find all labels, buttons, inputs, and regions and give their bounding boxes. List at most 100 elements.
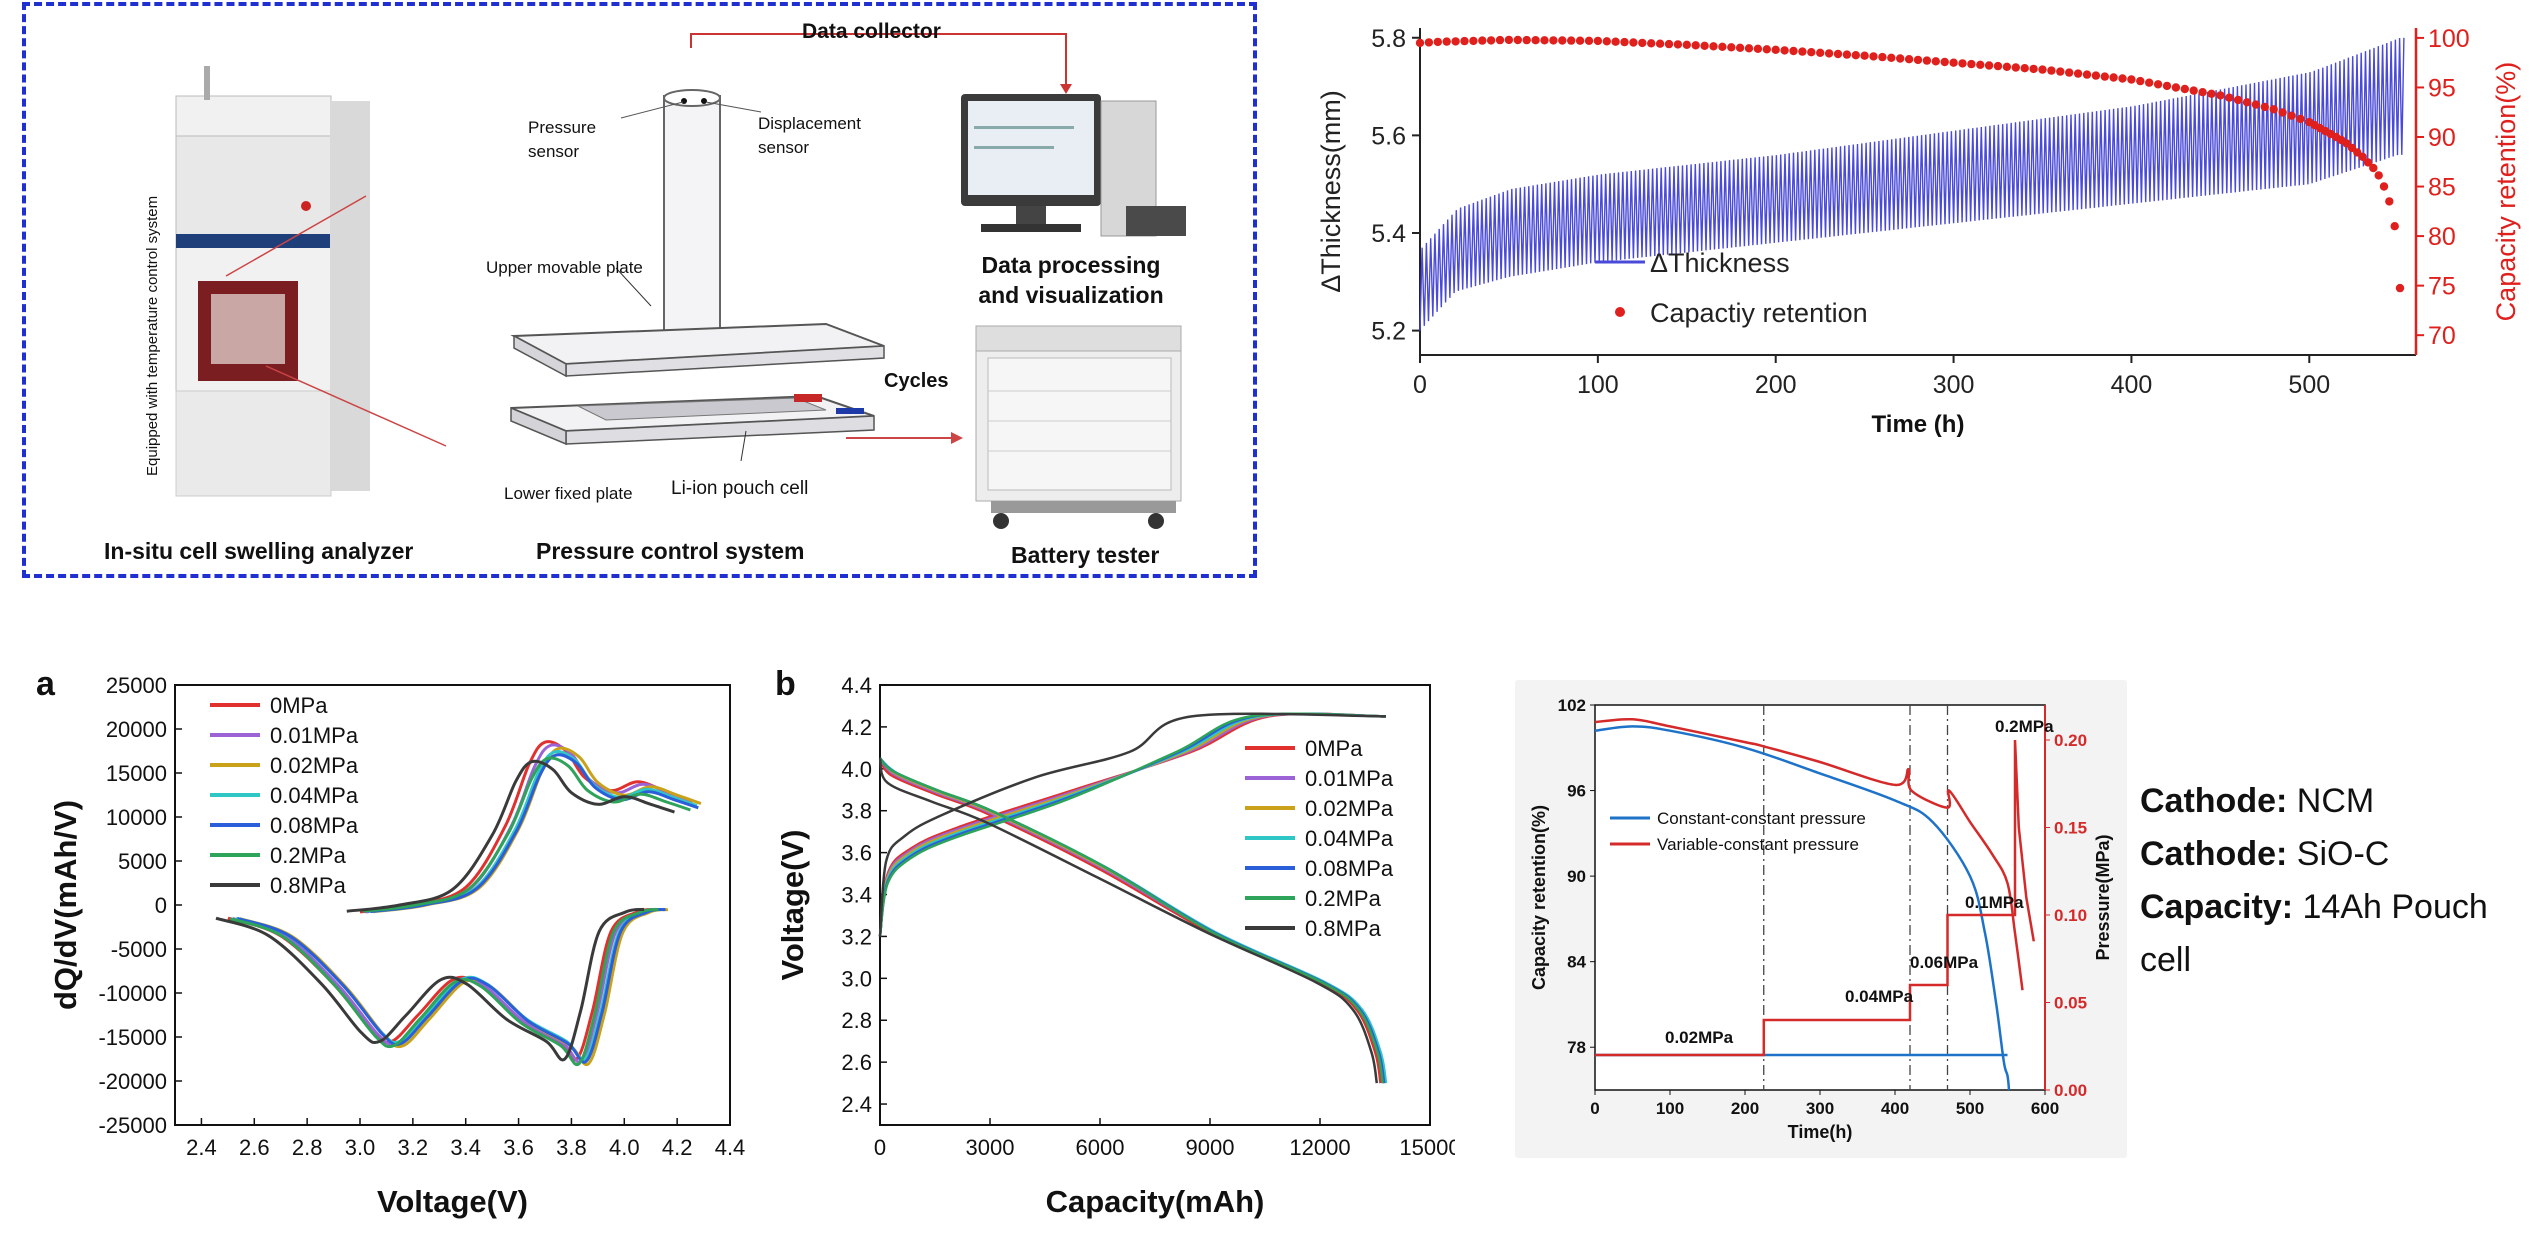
analyzer-caption: In-situ cell swelling analyzer bbox=[104, 538, 414, 564]
x-tick-label: 15000 bbox=[1399, 1135, 1455, 1160]
retention-point bbox=[1691, 41, 1700, 50]
y-tick-label: 2.6 bbox=[841, 1050, 872, 1075]
retention-point bbox=[2091, 71, 2101, 80]
retention-point bbox=[2127, 75, 2136, 84]
dqdv-chart: a 2.4 2.6 2.8 3.0 3.2 3.4 3.6 3.8 4.0 4.2 4.4 25000 2… bbox=[36, 665, 746, 1219]
cell-specification-notes: Cathode: NCM Cathode: SiO-C Capacity: 14… bbox=[2140, 775, 2525, 987]
retention-point bbox=[1567, 36, 1576, 45]
x-tick-label: 4.0 bbox=[609, 1135, 640, 1160]
retention-point bbox=[2242, 98, 2252, 107]
legend-label-0.08MPa: 0.08MPa bbox=[1305, 856, 1394, 881]
y-tick-label: 20000 bbox=[106, 717, 167, 742]
temperature-control-label: Equipped with temperature control system bbox=[144, 195, 161, 476]
retention-point bbox=[1442, 37, 1451, 46]
y-tick-label: 4.0 bbox=[841, 757, 872, 782]
retention-point bbox=[2029, 64, 2038, 74]
capacity-line: Capacity: 14Ah Pouch cell bbox=[2140, 881, 2525, 987]
data-collector-line bbox=[690, 33, 1067, 86]
retention-point bbox=[1771, 45, 1780, 54]
retention-point bbox=[2216, 91, 2225, 100]
y2-tick-label: 0.15 bbox=[2054, 819, 2087, 838]
lower-plate-label: Lower fixed plate bbox=[504, 484, 633, 503]
retention-point bbox=[1993, 61, 2003, 71]
retention-point bbox=[1816, 48, 1825, 57]
retention-point bbox=[2100, 72, 2109, 81]
retention-point bbox=[2056, 67, 2065, 76]
thickness-series-line bbox=[1419, 37, 2405, 331]
retention-point bbox=[1673, 40, 1683, 49]
retention-point bbox=[1611, 37, 1620, 46]
discharge-curve-0.08MPa bbox=[236, 908, 666, 1064]
legend-retention-swatch bbox=[1615, 307, 1625, 317]
thickness-retention-chart: 0 100 200 300 400 500 5.2 5.4 5.6 5.8 70 75 80 85 90 95… bbox=[1316, 25, 2521, 438]
x-tick-label: 400 bbox=[2111, 371, 2153, 399]
retention-point bbox=[1958, 59, 1967, 68]
retention-point bbox=[2358, 152, 2367, 161]
retention-point bbox=[1851, 51, 1860, 60]
retention-point bbox=[2171, 83, 2181, 92]
retention-point bbox=[1940, 57, 1949, 67]
y-tick-label: 3.2 bbox=[841, 924, 872, 949]
x-axis-title: Time(h) bbox=[1788, 1122, 1853, 1142]
y2-axis-title: Pressure(MPa) bbox=[2093, 834, 2113, 960]
retention-point bbox=[1682, 40, 1691, 49]
retention-point bbox=[2109, 73, 2118, 82]
y-tick-label: -25000 bbox=[98, 1113, 167, 1138]
retention-point bbox=[1602, 37, 1611, 46]
pressure-system-illustration bbox=[510, 89, 963, 462]
retention-point bbox=[2073, 69, 2083, 78]
y-tick-label: 3.4 bbox=[841, 883, 872, 908]
x-tick-label: 3.4 bbox=[450, 1135, 481, 1160]
cathode-line: Cathode: NCM bbox=[2140, 775, 2525, 828]
y-axis-title: ΔThickness(mm) bbox=[1316, 90, 1346, 293]
y-axis-title: dQ/dV(mAh/V) bbox=[48, 800, 83, 1010]
charge-curve-0.01MPa bbox=[365, 743, 694, 914]
retention-point bbox=[1513, 35, 1522, 45]
y-axis-title: Voltage(V) bbox=[775, 830, 810, 981]
swelling-analyzer-illustration bbox=[175, 66, 447, 497]
y-tick-label: 10000 bbox=[106, 805, 167, 830]
x-tick-label: 12000 bbox=[1289, 1135, 1350, 1160]
x-tick-label: 4.4 bbox=[715, 1135, 746, 1160]
retention-point bbox=[1486, 36, 1496, 45]
retention-point bbox=[2020, 63, 2029, 73]
retention-point bbox=[1762, 45, 1771, 54]
retention-point bbox=[2269, 105, 2278, 114]
retention-point bbox=[1664, 39, 1674, 49]
y2-tick-label: 85 bbox=[2428, 174, 2456, 202]
legend-label-0MPa: 0MPa bbox=[270, 693, 328, 718]
anode-label: Cathode: bbox=[2140, 835, 2288, 873]
y2-tick-label: 90 bbox=[2428, 124, 2456, 152]
data-collector-label: Data collector bbox=[802, 20, 941, 43]
charge-curve-0.2MPa bbox=[362, 756, 691, 913]
retention-point bbox=[1575, 36, 1585, 45]
discharge-curve-0.8MPa bbox=[878, 757, 1379, 1084]
charge-curve-0.08MPa bbox=[370, 753, 699, 913]
retention-point bbox=[2363, 158, 2373, 167]
retention-point bbox=[2369, 163, 2378, 173]
plot-frame bbox=[174, 684, 731, 1126]
charge-curve-0.2MPa bbox=[878, 712, 1387, 937]
pressure-annotation: 0.1MPa bbox=[1965, 893, 2024, 912]
anode-value: SiO-C bbox=[2296, 835, 2390, 873]
retention-point bbox=[1424, 38, 1434, 47]
discharge-curve-0.01MPa bbox=[232, 908, 661, 1064]
retention-point bbox=[1495, 35, 1505, 45]
x-tick-label: 300 bbox=[1806, 1099, 1834, 1118]
x-tick-label: 600 bbox=[2031, 1099, 2059, 1118]
retention-point bbox=[1869, 52, 1878, 61]
legend-label-0.8MPa: 0.8MPa bbox=[270, 873, 347, 898]
retention-point bbox=[1833, 49, 1843, 59]
legend-label-0.02MPa: 0.02MPa bbox=[1305, 796, 1394, 821]
y-tick-label: 5.2 bbox=[1371, 318, 1406, 346]
retention-point bbox=[1860, 51, 1869, 60]
retention-point bbox=[1727, 43, 1736, 52]
legend-thickness-label: ΔThickness bbox=[1650, 248, 1790, 278]
x-tick-label: 3.8 bbox=[556, 1135, 587, 1160]
x-tick-label: 2.4 bbox=[186, 1135, 217, 1160]
legend-label-0.2MPa: 0.2MPa bbox=[270, 843, 347, 868]
anode-line: Cathode: SiO-C bbox=[2140, 828, 2525, 881]
retention-point bbox=[1433, 37, 1442, 47]
experimental-setup-schematic: Data collector Pressure sensor Displacem… bbox=[22, 2, 1257, 578]
retention-point bbox=[1504, 35, 1514, 45]
